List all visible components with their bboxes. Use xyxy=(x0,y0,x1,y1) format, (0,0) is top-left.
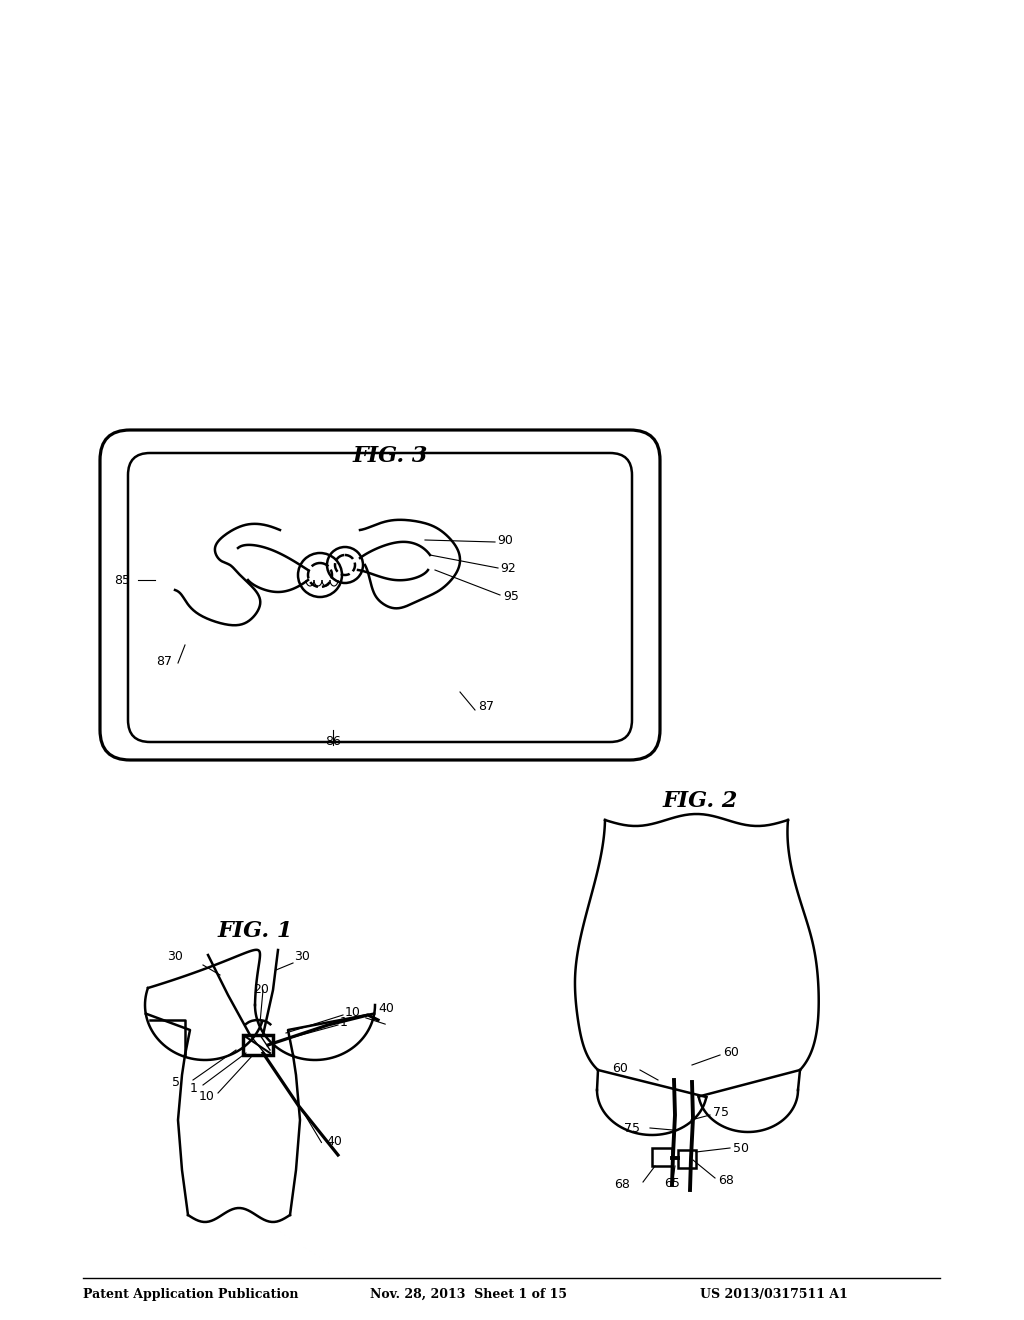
Text: 90: 90 xyxy=(497,533,513,546)
Text: 30: 30 xyxy=(294,950,310,964)
Bar xyxy=(652,1148,672,1166)
Text: 40: 40 xyxy=(326,1135,342,1148)
Text: FIG. 3: FIG. 3 xyxy=(352,445,428,467)
Text: 85: 85 xyxy=(114,573,130,586)
Text: 87: 87 xyxy=(478,700,494,713)
Text: 87: 87 xyxy=(156,655,172,668)
Text: 92: 92 xyxy=(500,561,516,574)
Text: 60: 60 xyxy=(723,1047,739,1060)
Text: 10: 10 xyxy=(345,1006,360,1019)
Text: 10: 10 xyxy=(199,1090,215,1104)
FancyBboxPatch shape xyxy=(100,430,660,760)
Text: 20: 20 xyxy=(253,983,269,997)
Text: 1: 1 xyxy=(340,1016,348,1030)
Text: 65: 65 xyxy=(664,1177,680,1191)
Text: Nov. 28, 2013  Sheet 1 of 15: Nov. 28, 2013 Sheet 1 of 15 xyxy=(370,1288,567,1302)
Text: 68: 68 xyxy=(614,1179,630,1192)
Text: 1: 1 xyxy=(190,1081,198,1094)
Text: 5: 5 xyxy=(172,1077,180,1089)
Text: FIG. 1: FIG. 1 xyxy=(217,920,293,942)
Text: 86: 86 xyxy=(325,735,341,748)
Text: 75: 75 xyxy=(624,1122,640,1134)
Text: 30: 30 xyxy=(167,950,183,964)
Text: US 2013/0317511 A1: US 2013/0317511 A1 xyxy=(700,1288,848,1302)
Text: 60: 60 xyxy=(612,1061,628,1074)
Bar xyxy=(678,1150,696,1168)
Text: Patent Application Publication: Patent Application Publication xyxy=(83,1288,299,1302)
Text: 95: 95 xyxy=(503,590,519,603)
FancyBboxPatch shape xyxy=(243,1035,273,1055)
Text: 50: 50 xyxy=(733,1142,749,1155)
Text: 75: 75 xyxy=(713,1106,729,1119)
Text: 40: 40 xyxy=(378,1002,394,1015)
Text: FIG. 2: FIG. 2 xyxy=(663,789,737,812)
Text: 68: 68 xyxy=(718,1173,734,1187)
